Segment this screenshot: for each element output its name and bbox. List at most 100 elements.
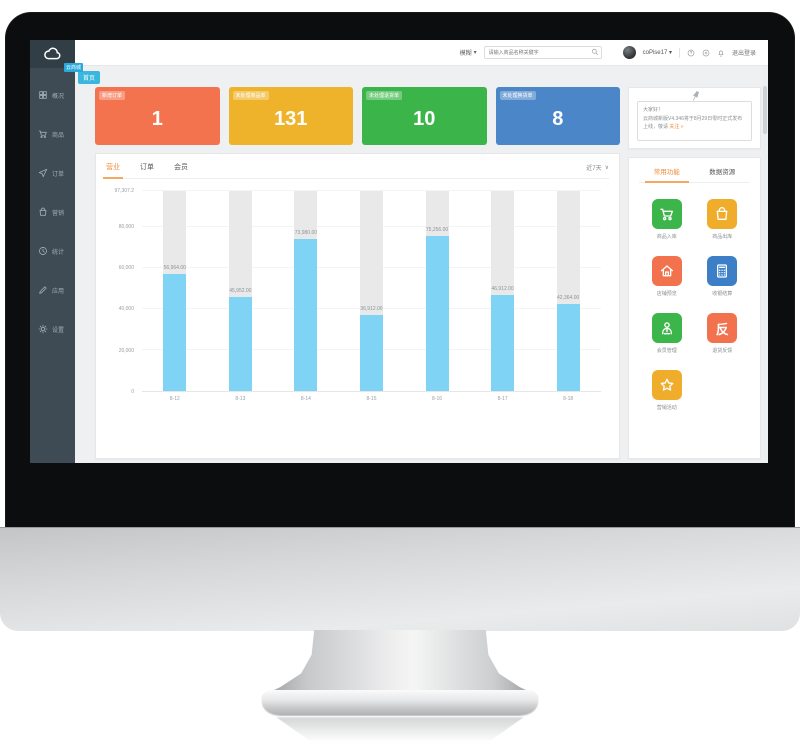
bar-column[interactable]: 36,912.00 8-15 — [359, 191, 383, 402]
topbar-divider — [678, 47, 680, 58]
send-icon — [38, 168, 48, 180]
gridline — [142, 190, 601, 191]
sidebar-item-订单[interactable]: 订单 — [30, 154, 75, 193]
x-axis-label: 8-14 — [300, 396, 311, 402]
bar-column[interactable]: 73,980.00 8-14 — [294, 191, 318, 402]
chart-tabs: 营业 订单 会员 近7天 ∨ — [103, 162, 609, 179]
page-scrollbar[interactable] — [763, 68, 767, 459]
bar-fill — [556, 303, 580, 391]
stat-card-value: 8 — [552, 107, 564, 130]
quick-tile-退货反馈[interactable]: 反退货反馈 — [707, 313, 738, 354]
logo-version-badge: 云商城 — [64, 63, 84, 72]
x-axis-label: 8-15 — [366, 396, 377, 402]
quick-functions-card: 常用功能 数据资源 商品入库 商品出库店铺预览 收银结算 会员管理 反退货反馈营销活动 — [628, 157, 761, 459]
stat-card[interactable]: 未处理退货单 10 — [362, 87, 487, 145]
username-label: coPise17 — [642, 50, 668, 56]
y-tick-label: 80,000 — [118, 223, 134, 230]
logout-link[interactable]: 退出登录 — [731, 51, 756, 57]
clock-icon — [38, 246, 48, 258]
x-axis-label: 8-18 — [563, 396, 574, 402]
star-icon — [651, 370, 682, 400]
bag-icon — [707, 199, 738, 229]
bar-value-label: 42,364.00 — [557, 294, 580, 301]
x-axis-label: 8-13 — [235, 396, 246, 402]
monitor-stand-base — [262, 690, 538, 715]
quick-tile-label: 店铺预览 — [656, 291, 677, 297]
quick-tile-营销活动[interactable]: 营销活动 — [651, 370, 682, 411]
pencil-icon — [38, 285, 48, 297]
plot-area: 56,964.00 8-12 45,952.00 8-13 73,980.00 8-14 3… — [142, 190, 601, 402]
bar-value-label: 56,964.00 — [163, 264, 186, 271]
quick-tile-label: 营销活动 — [656, 405, 677, 411]
date-range-filter[interactable]: 近7天 ∨ — [586, 163, 609, 172]
search-input[interactable] — [483, 46, 602, 59]
x-axis-label: 8-16 — [432, 396, 443, 402]
tab-members[interactable]: 会员 — [174, 164, 188, 171]
bar-column[interactable]: 42,364.00 8-18 — [556, 191, 580, 402]
sidebar-item-营销[interactable]: 营销 — [30, 193, 75, 232]
stat-card[interactable]: 未处理商品单 131 — [228, 87, 353, 145]
quick-tile-收银结算[interactable]: 收银结算 — [707, 256, 738, 297]
tab-sales[interactable]: 营业 — [103, 164, 123, 179]
bar-column[interactable]: 75,256.00 8-16 — [425, 191, 449, 402]
stat-card-label: 未处理退货单 — [366, 91, 403, 100]
breadcrumb[interactable]: 首页 — [78, 71, 101, 84]
sidebar: 概况商品订单营销统计应用设置 — [30, 40, 75, 463]
tab-data-resources[interactable]: 数据资源 — [709, 169, 736, 176]
bar-fill — [425, 236, 449, 391]
search-category-select[interactable]: 模糊 ▾ — [460, 48, 477, 57]
stat-cards-row: 新增订单 1 未处理商品单 131 未处理退货单 10 未处理换货单 8 — [95, 87, 620, 145]
stat-card[interactable]: 未处理换货单 8 — [495, 87, 620, 145]
sidebar-menu: 概况商品订单营销统计应用设置 — [30, 76, 75, 349]
search-icon[interactable] — [591, 48, 599, 58]
pushpin-icon — [686, 88, 703, 106]
notice-body: 云商城新版V4.346将于8月29日零时正式发布上线，敬请 — [643, 115, 743, 131]
username-menu[interactable]: coPise17 ▾ — [643, 49, 672, 56]
bar-column[interactable]: 56,964.00 8-12 — [163, 191, 187, 402]
y-tick-label: 97,307.2 — [114, 188, 134, 194]
stat-card[interactable]: 新增订单 1 — [95, 87, 220, 145]
right-column: 大家好！ 云商城新版V4.346将于8月29日零时正式发布上线，敬请 关注 » … — [628, 87, 761, 459]
quick-tile-label: 商品出库 — [712, 234, 733, 240]
y-tick-label: 0 — [131, 389, 134, 395]
tab-orders[interactable]: 订单 — [140, 164, 154, 171]
y-axis: 97,307.2 80,000 60,000 40,000 20,000 0 — [106, 188, 138, 395]
cloud-logo-icon — [43, 47, 60, 60]
chevron-down-icon: ▾ — [668, 50, 672, 56]
person-icon — [651, 313, 682, 343]
sidebar-item-label: 订单 — [52, 172, 65, 178]
stat-card-value: 131 — [274, 107, 308, 130]
sidebar-item-应用[interactable]: 应用 — [30, 271, 75, 310]
y-tick-label: 60,000 — [118, 265, 134, 272]
bar-value-label: 36,912.00 — [360, 306, 383, 313]
sidebar-item-label: 概况 — [52, 94, 65, 100]
quick-tile-店铺预览[interactable]: 店铺预览 — [651, 256, 682, 297]
bar-fill — [491, 294, 515, 391]
scrollbar-thumb[interactable] — [763, 86, 767, 134]
help-icon[interactable] — [687, 49, 695, 57]
sidebar-item-商品[interactable]: 商品 — [30, 115, 75, 154]
bell-icon[interactable] — [717, 49, 725, 57]
cart-icon — [651, 199, 682, 229]
stat-card-value: 1 — [151, 107, 163, 130]
user-avatar[interactable] — [622, 46, 636, 59]
sidebar-item-label: 设置 — [52, 328, 65, 334]
apps-icon[interactable] — [702, 49, 710, 57]
quick-tile-会员管理[interactable]: 会员管理 — [651, 313, 682, 354]
notice-link[interactable]: 关注 » — [669, 124, 684, 130]
monitor-reflection — [276, 717, 524, 745]
sidebar-item-设置[interactable]: 设置 — [30, 310, 75, 349]
bar-column[interactable]: 45,952.00 8-13 — [228, 191, 252, 402]
bar-value-label: 46,912.00 — [491, 285, 514, 292]
sidebar-item-label: 应用 — [52, 289, 65, 295]
sidebar-item-label: 营销 — [52, 211, 65, 217]
topbar: 模糊 ▾ coPise17 ▾ — [75, 40, 768, 66]
bar-column[interactable]: 46,912.00 8-17 — [491, 191, 515, 402]
bar-chart: 97,307.2 80,000 60,000 40,000 20,000 0 56,964… — [106, 188, 609, 406]
quick-tile-商品出库[interactable]: 商品出库 — [707, 199, 738, 240]
sidebar-item-概况[interactable]: 概况 — [30, 76, 75, 115]
tab-common-functions[interactable]: 常用功能 — [639, 166, 695, 183]
sidebar-item-统计[interactable]: 统计 — [30, 232, 75, 271]
quick-tile-商品入库[interactable]: 商品入库 — [651, 199, 682, 240]
